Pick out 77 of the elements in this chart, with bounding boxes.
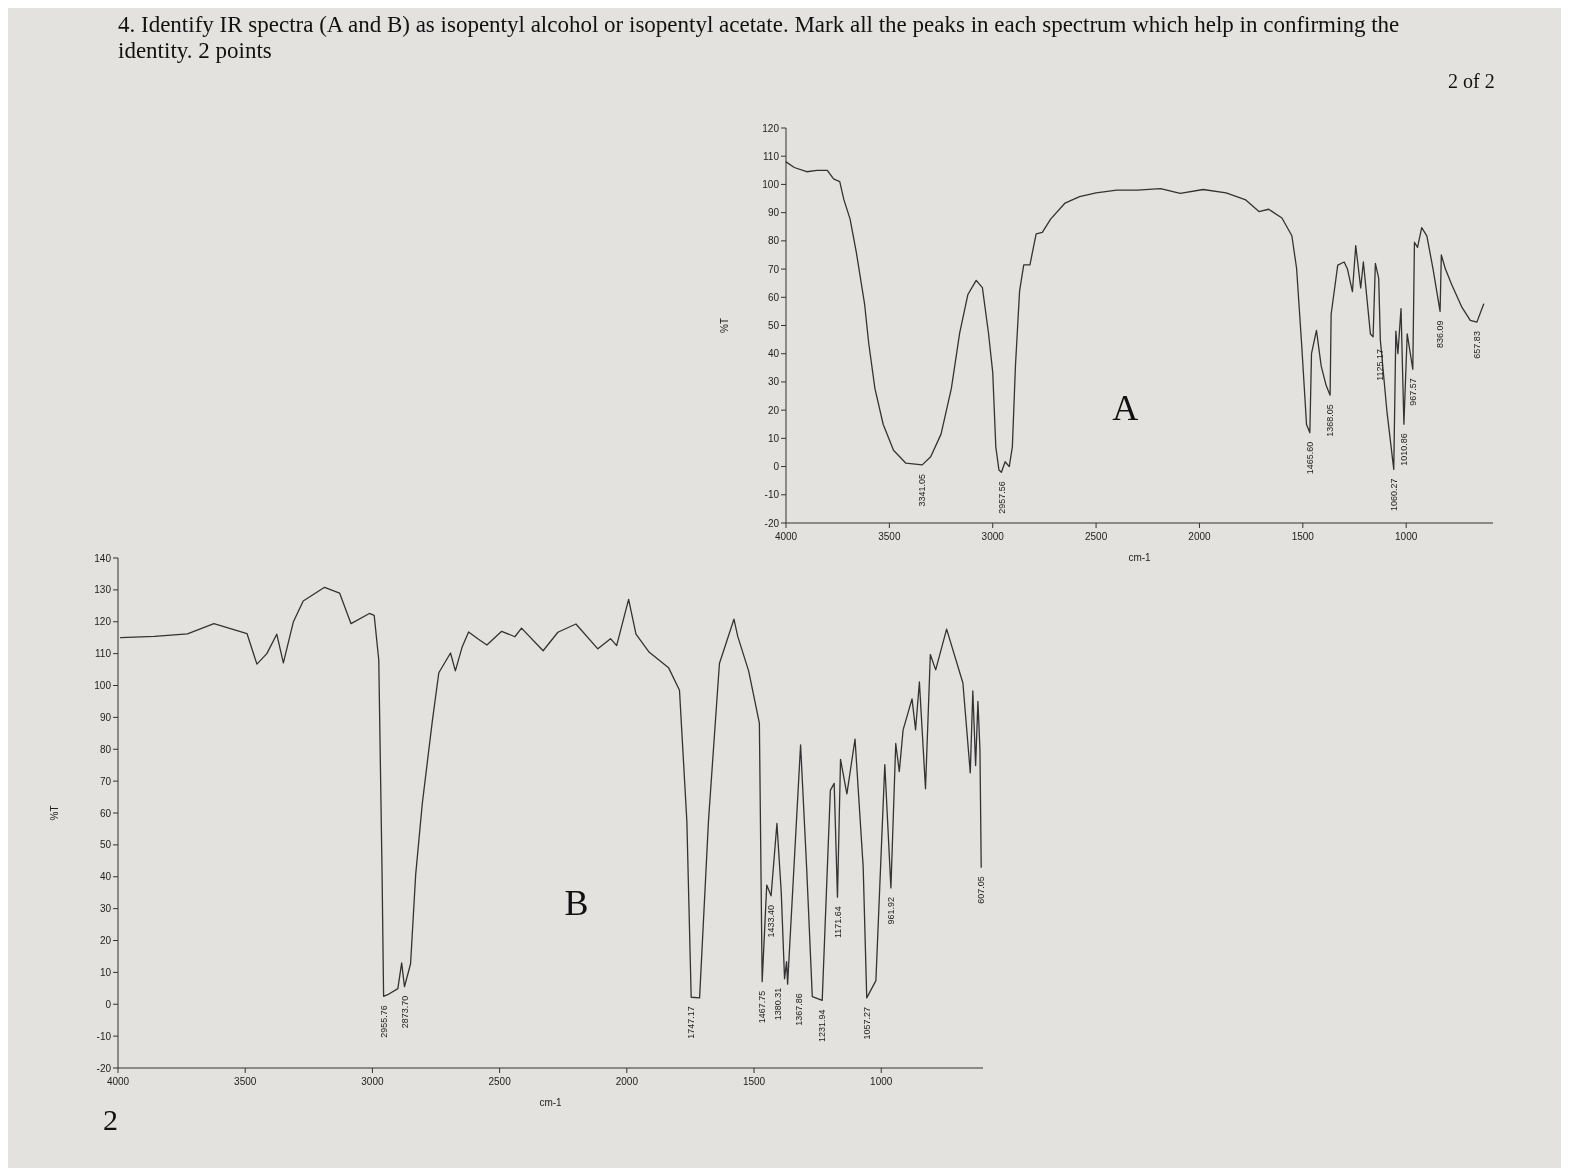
y-tick-label: 120	[94, 616, 112, 628]
y-tick-label: 100	[762, 178, 780, 190]
annotation: 1467.75	[757, 990, 768, 1024]
y-tick-label: -20	[96, 1062, 112, 1074]
x-axis-title: cm-1	[1128, 552, 1152, 563]
annotation: 607.05	[976, 876, 987, 904]
y-tick-label: 90	[767, 207, 780, 219]
y-tick-label: 100	[94, 680, 112, 691]
y-tick-label: 40	[767, 348, 780, 360]
text: 2 of 2	[1448, 70, 1495, 93]
annotation: 1171.64	[832, 906, 843, 939]
y-tick-label: 80	[767, 235, 780, 247]
x-tick-label: 3000	[981, 531, 1005, 542]
annotation: 3341.05	[917, 473, 928, 507]
annotation: 967.57	[1408, 378, 1419, 406]
y-axis-title: %T	[719, 318, 730, 333]
y-tick-label: 120	[762, 122, 780, 134]
y-tick-label: -10	[764, 489, 780, 501]
x-tick-label: 2000	[615, 1076, 639, 1087]
y-tick-label: 10	[767, 432, 780, 444]
chart-title: 4. Identify IR spectra (A and B) as isopentyl alcohol or isopentyl acetate. Mark all the peaks in each spectrum which help in confirming the identity. 2 points	[118, 12, 1401, 64]
y-tick-label: 40	[99, 871, 112, 883]
y-tick-label: -20	[764, 517, 780, 529]
x-tick-label: 1500	[1291, 531, 1315, 542]
annotation: 1060.27	[1388, 478, 1399, 511]
annotation: B	[564, 883, 589, 923]
x-tick-label: 4000	[106, 1076, 130, 1087]
y-tick-label: 90	[99, 711, 112, 723]
annotation: 1125.17	[1375, 348, 1386, 381]
annotation: 961.92	[886, 896, 897, 925]
y-tick-label: 0	[773, 461, 780, 473]
y-tick-label: 80	[99, 743, 112, 755]
x-tick-label: 1500	[742, 1076, 766, 1087]
x-tick-label: 3500	[878, 531, 901, 542]
x-tick-label: 2500	[488, 1076, 512, 1087]
annotation: 1380.31	[772, 987, 783, 1021]
y-tick-label: 10	[99, 966, 112, 978]
annotation: 1231.94	[817, 1009, 828, 1042]
x-tick-label: 1000	[1395, 531, 1418, 542]
y-tick-label: 50	[767, 320, 780, 331]
annotation: 1368.05	[1325, 404, 1336, 437]
x-tick-label: 1000	[870, 1076, 893, 1087]
y-axis-title: %T	[49, 805, 60, 821]
annotation: 2873.70	[399, 995, 410, 1029]
y-tick-label: 70	[767, 263, 780, 275]
x-axis-title: cm-1	[539, 1097, 563, 1108]
y-tick-label: 130	[94, 584, 112, 596]
text: 2	[103, 1103, 118, 1137]
annotation: 1367.86	[793, 993, 804, 1026]
x-tick-label: 2000	[1188, 531, 1212, 542]
x-tick-label: 3000	[361, 1076, 384, 1087]
y-tick-label: -10	[96, 1030, 112, 1042]
y-tick-label: 60	[99, 807, 112, 819]
annotation: 1010.86	[1399, 433, 1410, 466]
y-tick-label: 0	[105, 998, 112, 1010]
annotation: A	[1112, 388, 1139, 429]
x-tick-label: 2500	[1084, 531, 1108, 542]
y-tick-label: 140	[94, 552, 112, 564]
y-tick-label: 30	[99, 903, 112, 915]
x-tick-label: 3500	[234, 1076, 257, 1087]
y-tick-label: 110	[95, 648, 112, 660]
y-tick-label: 20	[99, 935, 112, 946]
y-tick-label: 60	[767, 291, 780, 303]
y-tick-label: 70	[99, 775, 112, 787]
annotation: 1747.17	[686, 1006, 697, 1039]
annotation: 2957.56	[996, 481, 1007, 514]
x-tick-label: 4000	[774, 531, 798, 542]
y-tick-label: 30	[767, 376, 780, 388]
annotation: 836.09	[1435, 320, 1446, 348]
annotation: 1433.40	[766, 904, 777, 938]
annotation: 2955.76	[378, 1005, 389, 1038]
y-tick-label: 20	[767, 404, 780, 416]
annotation: 1465.60	[1305, 441, 1316, 475]
annotation: 1057.27	[861, 1006, 872, 1040]
y-tick-label: 110	[763, 150, 780, 162]
y-tick-label: 50	[99, 839, 112, 851]
annotation: 657.83	[1472, 331, 1483, 359]
